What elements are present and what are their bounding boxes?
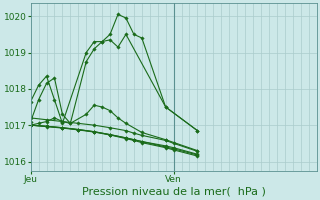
X-axis label: Pression niveau de la mer(  hPa ): Pression niveau de la mer( hPa )	[82, 187, 266, 197]
